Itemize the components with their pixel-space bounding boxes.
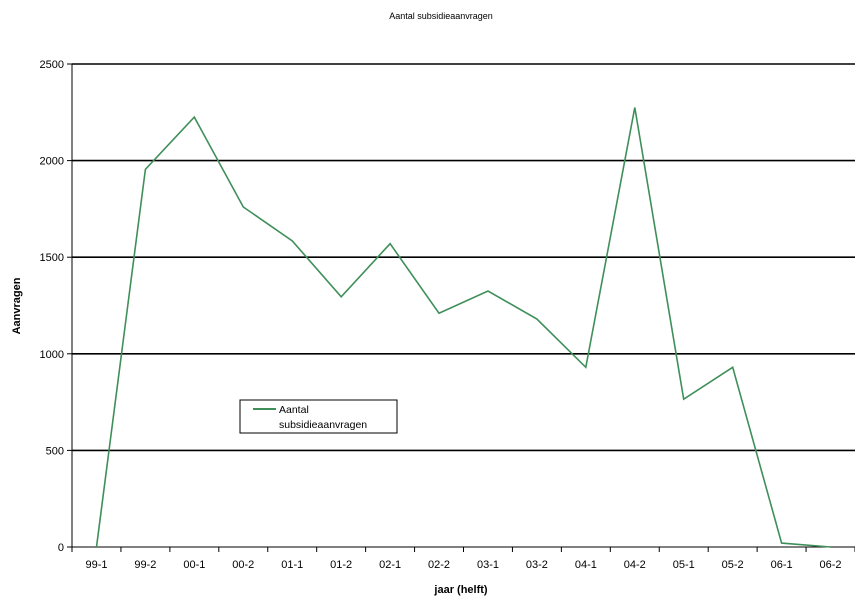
x-tick-label: 04-1 (575, 559, 597, 571)
x-tick-label: 02-1 (379, 559, 401, 571)
x-tick-label: 99-1 (85, 559, 107, 571)
legend: Aantal subsidieaanvragen (239, 399, 398, 434)
x-tick-label: 03-2 (526, 559, 548, 571)
legend-label-line2: subsidieaanvragen (279, 419, 367, 431)
x-tick-label: 03-1 (477, 559, 499, 571)
legend-box (239, 399, 398, 434)
x-tick-label: 06-1 (771, 559, 793, 571)
x-tick-label: 00-1 (183, 559, 205, 571)
x-tick-label: 05-2 (722, 559, 744, 571)
series-group (95, 107, 831, 548)
gridlines (72, 63, 855, 452)
x-tick-label: 05-1 (673, 559, 695, 571)
x-tick-label: 02-2 (428, 559, 450, 571)
y-axis-title: Aanvragen (11, 277, 23, 334)
y-tick-label: 1500 (40, 252, 64, 264)
series-line (95, 107, 831, 548)
x-tick-labels: 99-1 99-2 00-1 00-2 01-1 01-2 02-1 02-2 03-1 03-2… (85, 559, 841, 571)
y-tick-label: 1000 (40, 349, 64, 361)
y-tick-label: 0 (58, 542, 64, 554)
x-tick-label: 01-2 (330, 559, 352, 571)
x-axis-title: jaar (helft) (433, 584, 488, 596)
x-tick-label: 06-2 (820, 559, 842, 571)
x-tick-label: 99-2 (134, 559, 156, 571)
y-tick-labels: 0 500 1000 1500 2000 2500 (40, 59, 64, 554)
y-tick-label: 2500 (40, 59, 64, 71)
y-tick-label: 500 (46, 445, 64, 457)
chart-title: Aantal subsidieaanvragen (389, 11, 493, 21)
y-tick-label: 2000 (40, 156, 64, 168)
legend-label-line1: Aantal (279, 404, 309, 416)
x-tick-label: 04-2 (624, 559, 646, 571)
x-tick-label: 01-1 (281, 559, 303, 571)
x-tick-label: 00-2 (232, 559, 254, 571)
axes (67, 63, 855, 552)
